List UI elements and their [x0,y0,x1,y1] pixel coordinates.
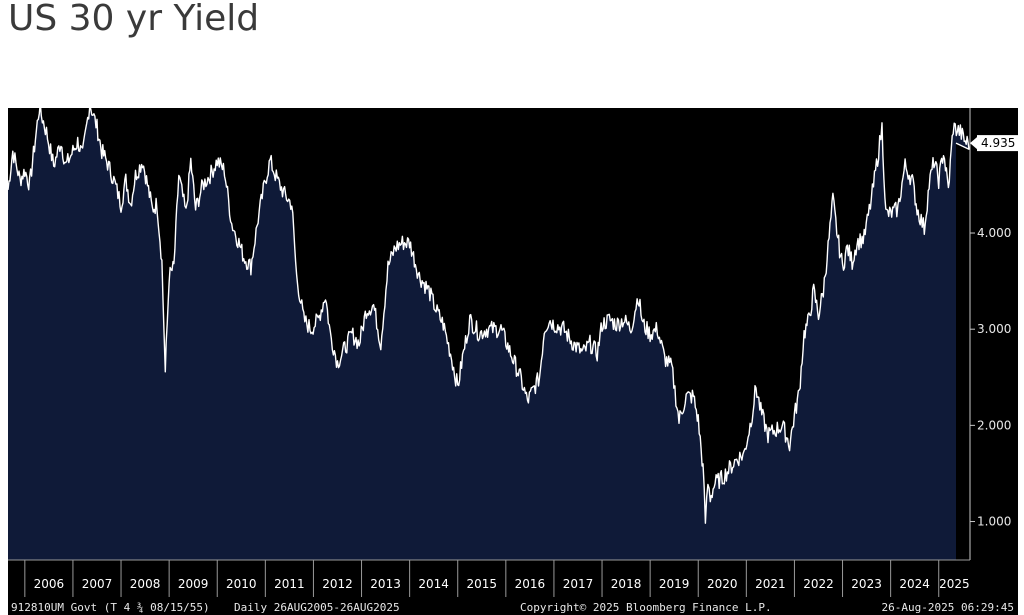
footer-security: 912810UM Govt (T 4 ¾ 08/15/55) [11,601,210,614]
x-tick-label: 2024 [899,577,930,591]
last-value-arrow [970,137,977,150]
x-tick-label: 2010 [226,577,257,591]
last-value-box [977,135,1018,152]
yield-line [8,108,970,524]
x-tick-label: 2014 [418,577,449,591]
x-tick-label: 2015 [467,577,498,591]
yield-chart: 1.000 2.000 3.000 4.000 2006 2007 2008 2009 201… [8,108,1018,614]
x-tick-label: 2018 [611,577,642,591]
x-tick-label: 2008 [130,577,161,591]
x-tick-label: 2007 [82,577,113,591]
x-tick-label: 2006 [34,577,65,591]
footer-copyright: Copyright© 2025 Bloomberg Finance L.P. [520,601,772,614]
y-tick-label: 4.000 [977,226,1011,240]
y-axis-ticks: 1.000 2.000 3.000 4.000 [970,226,1011,529]
x-tick-label: 2023 [851,577,882,591]
x-tick-label: 2025 [939,577,970,591]
last-value-marker: 4.935 [970,135,1018,152]
footer-range: Daily 26AUG2005-26AUG2025 [234,601,400,614]
y-tick-label: 3.000 [977,322,1011,336]
x-tick-label: 2012 [322,577,353,591]
chart-panel: 1.000 2.000 3.000 4.000 2006 2007 2008 2009 201… [8,108,1018,615]
y-tick-label: 2.000 [977,418,1011,432]
last-value-label: 4.935 [981,136,1015,150]
x-tick-label: 2016 [515,577,546,591]
x-tick-label: 2019 [659,577,690,591]
x-tick-label: 2021 [755,577,786,591]
x-tick-label: 2020 [707,577,738,591]
x-tick-label: 2013 [370,577,401,591]
x-tick-label: 2022 [803,577,834,591]
footer-timestamp: 26-Aug-2025 06:29:45 [882,601,1014,614]
x-tick-label: 2017 [563,577,594,591]
x-tick-label: 2011 [274,577,305,591]
y-tick-label: 1.000 [977,515,1011,529]
x-axis: 2006 2007 2008 2009 2010 2011 2012 2013 2014 2015… [8,559,970,597]
x-tick-label: 2009 [178,577,209,591]
chart-title: US 30 yr Yield [8,0,260,39]
